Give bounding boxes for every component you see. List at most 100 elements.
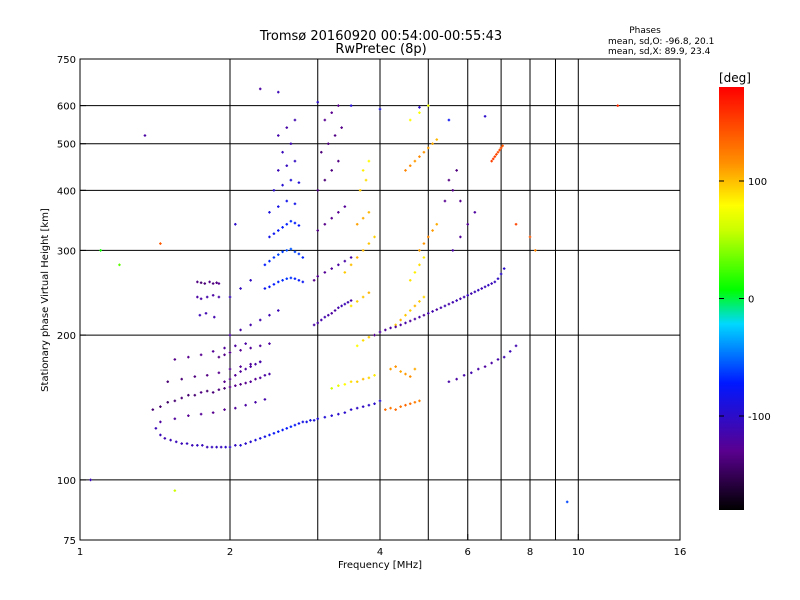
data-point bbox=[466, 222, 470, 226]
data-point bbox=[349, 304, 353, 308]
data-point bbox=[268, 285, 271, 289]
data-point bbox=[228, 367, 232, 371]
data-point bbox=[361, 405, 365, 408]
data-point bbox=[268, 259, 271, 263]
data-point bbox=[373, 402, 376, 406]
data-point bbox=[289, 219, 293, 223]
data-point bbox=[483, 285, 487, 289]
x-tick-label: 1 bbox=[77, 547, 83, 558]
data-point bbox=[312, 323, 316, 327]
data-point bbox=[408, 164, 412, 168]
data-point bbox=[364, 178, 368, 182]
data-point bbox=[89, 478, 92, 482]
data-point bbox=[337, 263, 340, 267]
data-point bbox=[239, 348, 242, 352]
y-tick-label: 500 bbox=[57, 140, 76, 151]
data-point bbox=[361, 339, 365, 342]
data-point bbox=[355, 380, 359, 384]
data-point bbox=[346, 301, 350, 304]
data-point bbox=[447, 380, 451, 384]
data-point bbox=[439, 306, 443, 310]
data-point bbox=[493, 280, 497, 284]
data-point bbox=[337, 104, 340, 107]
data-point bbox=[399, 405, 402, 408]
data-point bbox=[276, 229, 280, 232]
data-point bbox=[343, 411, 347, 414]
data-point bbox=[312, 279, 316, 282]
data-point bbox=[309, 419, 312, 422]
chart-title: Tromsø 20160920 00:54:00-00:55:43 bbox=[259, 29, 502, 44]
data-point bbox=[234, 373, 237, 377]
data-point bbox=[361, 377, 365, 381]
data-point bbox=[316, 100, 320, 104]
data-point bbox=[276, 205, 280, 208]
data-point bbox=[496, 277, 500, 281]
data-point bbox=[249, 440, 252, 444]
data-point bbox=[340, 126, 343, 129]
data-point bbox=[413, 400, 417, 404]
data-point bbox=[205, 295, 209, 299]
data-point bbox=[166, 400, 170, 404]
y-tick-label: 75 bbox=[63, 536, 76, 547]
data-point bbox=[367, 159, 371, 163]
chart-subtitle: RwPretec (8p) bbox=[335, 42, 426, 57]
data-point bbox=[373, 333, 376, 337]
data-point bbox=[426, 235, 430, 239]
data-point bbox=[244, 381, 247, 385]
data-point bbox=[373, 235, 376, 239]
data-point bbox=[502, 267, 506, 270]
data-point bbox=[219, 445, 223, 449]
x-tick-label: 10 bbox=[572, 547, 585, 558]
data-point bbox=[281, 279, 284, 282]
data-point bbox=[223, 353, 226, 357]
data-point bbox=[268, 235, 271, 239]
data-point bbox=[367, 242, 371, 245]
data-point bbox=[394, 325, 397, 329]
data-point bbox=[355, 406, 359, 410]
data-point bbox=[443, 199, 447, 203]
data-point bbox=[435, 138, 439, 141]
data-point bbox=[455, 377, 458, 381]
data-point bbox=[205, 445, 209, 449]
data-point bbox=[361, 216, 365, 220]
data-point bbox=[228, 445, 232, 449]
colorbar-ticks: 100 0 -100 bbox=[719, 177, 771, 423]
data-point bbox=[451, 189, 455, 192]
plot-area: 1 2 4 6 8 10 16 75 100 200 300 400 500 600 750 bbox=[57, 55, 686, 558]
data-point bbox=[349, 256, 353, 259]
data-point bbox=[447, 178, 451, 182]
data-point bbox=[367, 291, 371, 295]
data-point bbox=[490, 159, 493, 163]
data-point bbox=[462, 373, 466, 377]
data-point bbox=[276, 280, 280, 284]
data-point bbox=[234, 384, 237, 387]
data-point bbox=[480, 287, 484, 290]
data-point bbox=[408, 118, 412, 122]
data-point bbox=[249, 380, 252, 384]
data-point bbox=[320, 150, 323, 154]
data-point bbox=[394, 408, 397, 411]
data-point bbox=[151, 408, 155, 411]
data-point bbox=[337, 306, 340, 310]
data-point bbox=[244, 367, 247, 371]
data-point bbox=[323, 415, 327, 419]
data-point bbox=[263, 263, 267, 267]
data-point bbox=[239, 365, 242, 368]
data-point bbox=[343, 259, 347, 263]
data-point bbox=[316, 417, 320, 421]
data-point bbox=[426, 104, 430, 107]
colorbar-tick-label: 100 bbox=[748, 177, 767, 188]
data-point bbox=[217, 371, 221, 375]
data-point bbox=[99, 249, 102, 252]
data-point bbox=[378, 399, 382, 403]
data-point bbox=[316, 275, 320, 278]
data-point bbox=[272, 256, 276, 259]
data-point bbox=[426, 146, 430, 150]
data-point bbox=[499, 146, 503, 150]
data-point bbox=[487, 283, 490, 287]
data-point bbox=[193, 375, 197, 378]
data-point bbox=[223, 346, 226, 350]
data-point bbox=[477, 367, 480, 371]
data-point bbox=[389, 406, 392, 410]
data-point bbox=[268, 313, 271, 317]
